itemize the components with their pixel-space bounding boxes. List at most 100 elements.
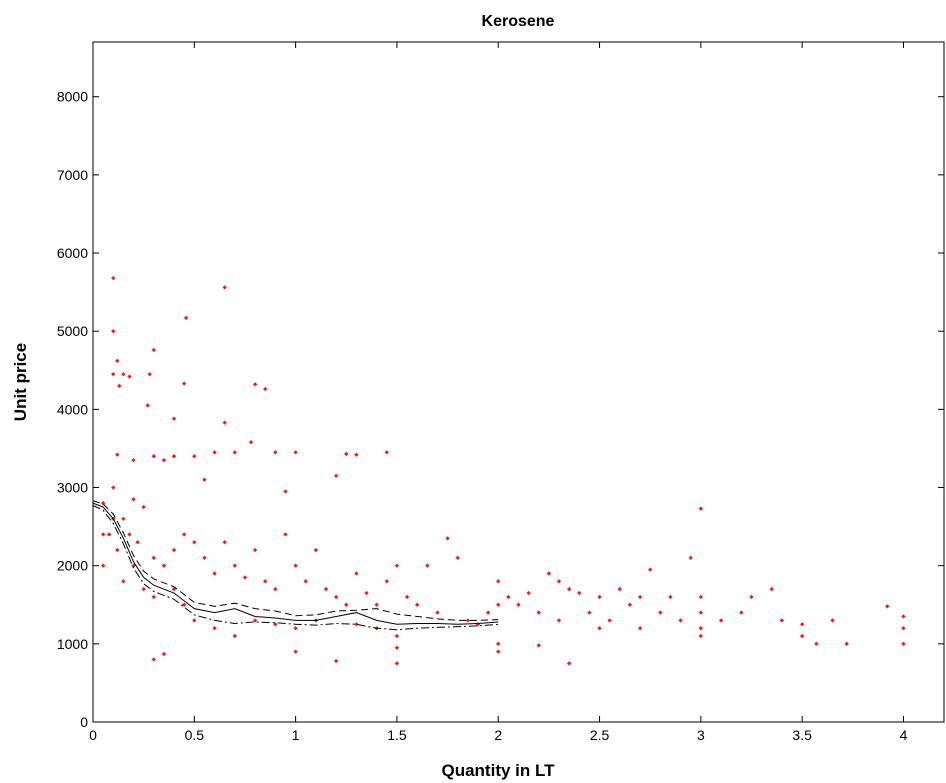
point xyxy=(885,604,890,609)
line xyxy=(92,500,499,621)
point xyxy=(145,403,150,408)
point xyxy=(232,563,238,568)
point xyxy=(121,371,126,377)
point xyxy=(127,532,132,537)
point xyxy=(799,633,805,639)
point xyxy=(192,454,197,459)
point xyxy=(131,497,136,502)
point xyxy=(273,622,278,627)
point xyxy=(161,457,167,463)
point xyxy=(455,555,460,561)
point xyxy=(141,586,146,592)
point xyxy=(313,547,319,553)
point xyxy=(333,473,339,478)
point xyxy=(688,555,693,561)
point xyxy=(212,626,217,631)
point xyxy=(698,626,704,631)
y-tick-label: 0 xyxy=(80,714,88,730)
point xyxy=(354,571,359,576)
point xyxy=(293,626,298,631)
point xyxy=(384,579,389,584)
point xyxy=(577,590,582,596)
point xyxy=(496,641,501,647)
point xyxy=(232,633,238,639)
line xyxy=(92,502,499,625)
point xyxy=(506,594,511,600)
point xyxy=(151,347,156,353)
y-tick-label: 1000 xyxy=(57,636,88,652)
y-tick-label: 5000 xyxy=(57,323,88,339)
point xyxy=(425,563,430,568)
point xyxy=(202,477,207,482)
point xyxy=(394,661,400,666)
point xyxy=(566,661,572,666)
point xyxy=(303,579,308,584)
point xyxy=(111,275,116,281)
point xyxy=(127,374,132,379)
y-tick-label: 4000 xyxy=(57,401,88,417)
point xyxy=(202,555,207,561)
point xyxy=(698,506,704,511)
point xyxy=(252,618,258,623)
point xyxy=(147,371,152,377)
point xyxy=(718,618,724,623)
point xyxy=(394,645,400,650)
point xyxy=(587,610,592,615)
point xyxy=(526,590,531,596)
point xyxy=(117,383,122,389)
point xyxy=(546,571,552,576)
point xyxy=(749,594,754,600)
point xyxy=(668,594,673,600)
point xyxy=(678,618,683,623)
point xyxy=(435,610,440,615)
point xyxy=(404,594,410,600)
point xyxy=(293,649,298,654)
point xyxy=(115,452,120,457)
point xyxy=(111,371,116,377)
line xyxy=(92,505,499,631)
point xyxy=(131,563,136,568)
point xyxy=(151,657,156,662)
point xyxy=(536,643,541,648)
x-axis-label: Quantity in LT xyxy=(441,761,555,780)
point xyxy=(248,439,254,445)
point xyxy=(121,516,126,521)
point xyxy=(151,594,156,600)
point xyxy=(485,610,491,615)
point xyxy=(658,610,663,615)
point xyxy=(698,594,704,600)
point xyxy=(181,381,187,386)
point xyxy=(465,618,471,623)
point xyxy=(323,586,329,592)
point xyxy=(222,420,227,425)
x-tick-label: 0 xyxy=(89,727,97,743)
x-tick-label: 2 xyxy=(494,727,502,743)
point xyxy=(111,328,116,334)
point xyxy=(698,633,704,639)
point xyxy=(263,579,268,584)
x-tick-label: 1.5 xyxy=(387,727,407,743)
point xyxy=(799,622,805,627)
point xyxy=(100,563,106,568)
point xyxy=(242,575,248,580)
point xyxy=(374,602,379,607)
x-tick-label: 3 xyxy=(697,727,705,743)
plot-area xyxy=(92,41,945,723)
point xyxy=(212,571,217,576)
x-tick-label: 4 xyxy=(900,727,908,743)
point xyxy=(597,626,602,631)
point xyxy=(394,633,400,639)
point xyxy=(844,641,849,647)
point xyxy=(496,649,501,654)
point xyxy=(901,626,906,631)
point xyxy=(556,618,562,623)
point xyxy=(171,416,177,421)
point xyxy=(232,450,238,455)
point xyxy=(293,563,298,568)
point xyxy=(222,540,227,545)
point xyxy=(141,504,146,510)
point xyxy=(115,547,120,553)
point xyxy=(171,547,177,553)
point xyxy=(192,540,197,545)
